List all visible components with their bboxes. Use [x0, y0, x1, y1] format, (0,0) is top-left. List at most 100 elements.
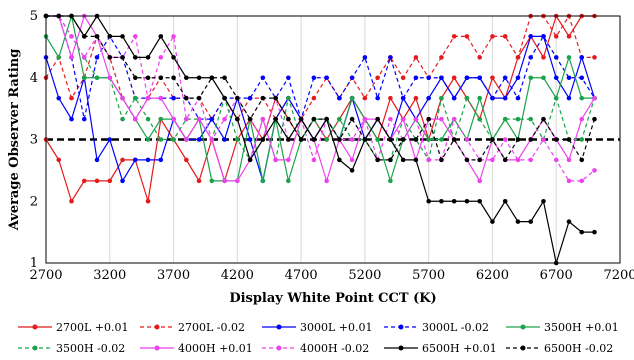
data-point	[171, 137, 176, 142]
data-point	[375, 95, 380, 101]
data-point	[464, 137, 470, 142]
data-point	[349, 75, 355, 81]
data-point	[184, 116, 189, 122]
data-point	[375, 75, 380, 81]
data-point	[362, 95, 368, 101]
legend-item: 3500H +0.01	[506, 321, 619, 334]
legend-item: 3000L +0.01	[262, 321, 373, 334]
data-point	[388, 55, 393, 60]
data-point	[235, 137, 240, 142]
data-point	[324, 178, 329, 184]
y-tick-label: 4	[30, 71, 38, 86]
data-point	[579, 55, 585, 60]
data-point	[120, 157, 125, 163]
data-point	[566, 219, 572, 224]
data-point	[515, 137, 521, 142]
legend-label: 6500H -0.02	[544, 342, 613, 355]
data-point	[579, 75, 585, 81]
data-point	[337, 95, 342, 101]
data-point	[375, 157, 380, 163]
data-point	[579, 116, 585, 122]
legend-marker	[276, 345, 282, 351]
legend-label: 2700L -0.02	[178, 321, 245, 334]
data-point	[81, 34, 87, 39]
data-point	[477, 75, 482, 81]
data-point	[222, 178, 227, 184]
data-point	[273, 95, 278, 101]
data-point	[451, 137, 457, 142]
data-point	[490, 157, 495, 163]
data-point	[515, 95, 521, 101]
data-point	[477, 95, 482, 101]
data-point	[196, 95, 202, 101]
data-point	[566, 34, 572, 39]
x-tick-label: 3700	[157, 268, 190, 283]
data-point	[120, 116, 125, 122]
x-tick-label: 6700	[540, 268, 573, 283]
data-point	[260, 75, 266, 81]
data-point	[171, 116, 176, 122]
data-point	[426, 137, 431, 142]
data-point	[362, 55, 368, 60]
data-point	[502, 157, 508, 163]
legend-item: 6500H +0.01	[384, 342, 497, 355]
data-point	[94, 157, 100, 163]
data-point	[426, 75, 431, 81]
data-point	[528, 75, 534, 81]
data-point	[81, 55, 87, 60]
data-point	[592, 55, 597, 60]
data-point	[196, 116, 202, 122]
data-point	[439, 95, 444, 101]
data-point	[413, 55, 419, 60]
data-point	[145, 137, 151, 142]
data-point	[502, 95, 508, 101]
data-point	[171, 95, 176, 101]
data-point	[69, 198, 74, 204]
data-point	[362, 116, 368, 122]
data-point	[247, 157, 253, 163]
data-point	[247, 116, 253, 122]
data-point	[184, 157, 189, 163]
legend-item: 4000H -0.02	[262, 342, 369, 355]
legend-label: 4000H +0.01	[178, 342, 253, 355]
data-point	[515, 75, 521, 81]
data-point	[311, 137, 317, 142]
data-point	[132, 75, 138, 81]
data-point	[515, 219, 521, 224]
data-point	[528, 34, 534, 39]
legend-label: 4000H -0.02	[300, 342, 369, 355]
data-point	[145, 75, 151, 81]
data-point	[349, 157, 355, 163]
data-point	[145, 198, 151, 204]
data-point	[439, 116, 444, 122]
data-point	[286, 95, 291, 101]
data-point	[451, 34, 457, 39]
data-point	[120, 178, 125, 184]
x-axis-title: Display White Point CCT (K)	[229, 291, 436, 306]
data-point	[477, 178, 482, 184]
data-point	[273, 116, 278, 122]
series-line	[46, 15, 595, 122]
data-point	[209, 116, 215, 122]
data-point	[400, 157, 406, 163]
data-point	[349, 168, 355, 173]
data-point	[388, 95, 393, 101]
data-point	[171, 34, 176, 39]
data-point	[235, 116, 240, 122]
data-point	[566, 75, 572, 81]
data-point	[69, 116, 74, 122]
data-point	[311, 157, 317, 163]
data-point	[286, 75, 291, 81]
data-point	[566, 95, 572, 101]
data-point	[439, 75, 444, 81]
data-point	[541, 116, 546, 122]
y-tick-label: 3	[30, 133, 38, 148]
series-10	[43, 13, 597, 163]
data-point	[286, 157, 291, 163]
data-point	[132, 34, 138, 39]
data-point	[553, 34, 559, 39]
data-point	[132, 95, 138, 101]
data-point	[337, 137, 342, 142]
data-point	[413, 157, 419, 163]
